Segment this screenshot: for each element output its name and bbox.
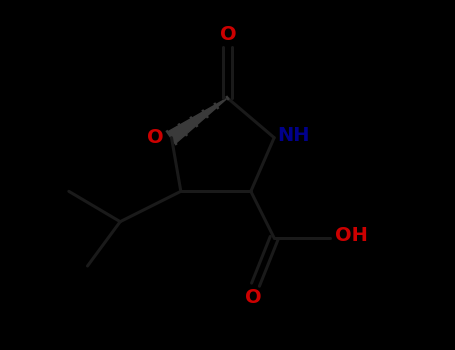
Text: O: O — [245, 288, 262, 307]
Text: NH: NH — [278, 126, 310, 145]
Text: O: O — [220, 26, 237, 44]
Text: OH: OH — [335, 226, 368, 245]
Text: O: O — [147, 128, 163, 147]
Polygon shape — [167, 98, 228, 144]
